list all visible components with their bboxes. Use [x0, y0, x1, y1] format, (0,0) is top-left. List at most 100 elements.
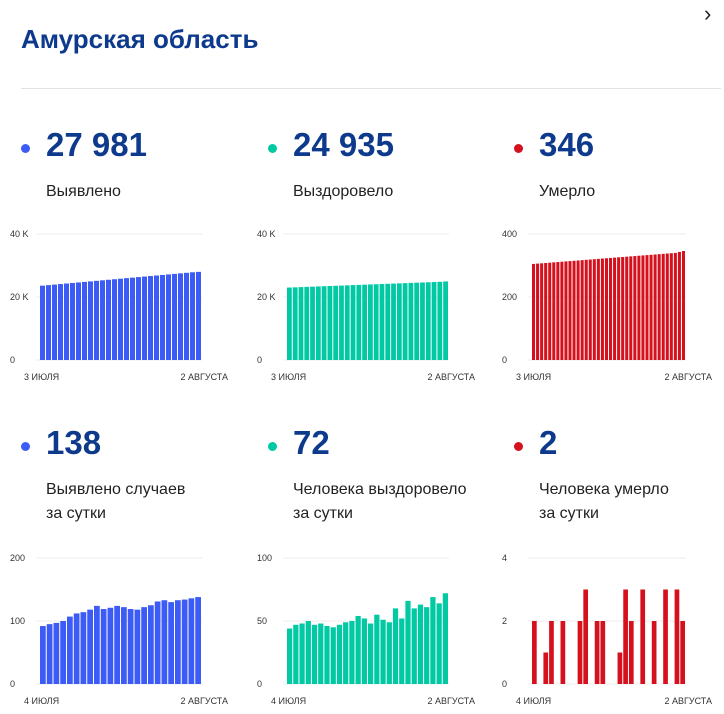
bar — [669, 253, 673, 360]
bar — [293, 624, 299, 684]
bar — [628, 621, 634, 684]
bar — [368, 623, 374, 684]
y-tick-label: 20 K — [257, 292, 276, 302]
bar — [649, 254, 653, 360]
bar — [94, 280, 99, 360]
series-dot-detected — [21, 144, 30, 153]
bar — [196, 271, 201, 360]
x-tick-label: 4 ИЮЛЯ — [24, 696, 59, 706]
x-tick-label: 4 ИЮЛЯ — [516, 696, 551, 706]
bar — [560, 621, 566, 684]
stat-label-line: Выздоровело — [293, 183, 394, 200]
bar — [443, 281, 448, 360]
bar — [368, 284, 373, 360]
chart-daily-died: 0 2 4 4 ИЮЛЯ 2 АВГУСТА — [502, 553, 712, 706]
bar — [53, 622, 60, 684]
bar — [629, 256, 633, 360]
bar — [380, 619, 386, 684]
y-tick-label: 0 — [257, 679, 262, 689]
bar — [536, 263, 540, 360]
stat-value: 72 — [293, 424, 330, 461]
header-divider — [21, 88, 721, 89]
bar — [544, 262, 548, 360]
bar — [333, 285, 339, 360]
bar — [114, 605, 120, 684]
bar — [310, 286, 315, 360]
bar — [661, 253, 665, 360]
bar — [543, 652, 549, 684]
bar — [402, 283, 408, 360]
bar — [532, 621, 537, 684]
bar — [442, 593, 448, 684]
bar — [94, 605, 100, 684]
bar — [100, 609, 107, 684]
stat-label: Выявлено — [46, 180, 121, 204]
bar — [560, 261, 564, 360]
bar — [161, 600, 168, 684]
bar — [190, 272, 195, 360]
x-tick-label: 2 АВГУСТА — [664, 696, 712, 706]
bar — [107, 607, 114, 684]
bar — [299, 623, 305, 684]
y-tick-label: 400 — [502, 229, 517, 239]
bar — [385, 283, 391, 360]
series-dot-died — [514, 442, 523, 451]
bar — [436, 603, 442, 684]
y-tick-label: 0 — [10, 355, 15, 365]
stat-label-line: Выявлено случаев — [46, 481, 186, 498]
bar — [64, 283, 69, 360]
bar — [88, 281, 93, 360]
bar — [399, 618, 405, 684]
bar — [304, 286, 310, 360]
bar — [336, 624, 343, 684]
bar — [106, 279, 111, 360]
series-dot-died — [514, 144, 523, 153]
y-tick-label: 200 — [502, 292, 517, 302]
bar — [623, 589, 628, 684]
stat-label-line: Человека выздоровело — [293, 481, 467, 498]
bar — [350, 285, 356, 360]
bar — [408, 282, 414, 360]
stat-label: Человека выздоровело за сутки — [293, 478, 466, 526]
y-tick-label: 4 — [502, 553, 507, 563]
bar — [640, 589, 646, 684]
bar — [680, 621, 685, 684]
stat-value: 2 — [539, 424, 558, 461]
bar — [292, 287, 298, 360]
x-tick-label: 2 АВГУСТА — [180, 696, 228, 706]
bar — [40, 285, 45, 360]
bar — [73, 613, 80, 684]
y-tick-label: 200 — [10, 553, 25, 563]
chevron-right-icon[interactable]: › — [704, 1, 712, 26]
bar — [549, 621, 554, 684]
bar — [188, 598, 195, 684]
bar — [355, 615, 361, 684]
bar — [373, 284, 379, 360]
bar — [613, 257, 617, 361]
bar — [577, 621, 583, 684]
bar — [315, 286, 321, 360]
bar — [633, 256, 637, 360]
bar — [148, 605, 154, 684]
bar — [596, 258, 600, 360]
bar — [130, 277, 135, 360]
bar — [166, 274, 171, 360]
bar — [374, 614, 380, 684]
bar — [617, 652, 623, 684]
bar — [60, 621, 66, 684]
bar — [379, 284, 385, 360]
bar — [420, 282, 425, 360]
bar — [674, 589, 680, 684]
bar — [52, 284, 57, 360]
stat-label-line: за сутки — [293, 505, 353, 522]
y-tick-label: 20 K — [10, 292, 29, 302]
stat-value: 138 — [46, 424, 102, 461]
bar — [663, 589, 668, 684]
y-tick-label: 100 — [10, 616, 25, 626]
page-title: Амурская область — [21, 24, 259, 54]
bar — [673, 252, 677, 360]
bar — [136, 277, 141, 360]
bar — [532, 263, 536, 360]
bar — [124, 278, 129, 360]
x-tick-label: 3 ИЮЛЯ — [24, 372, 59, 382]
